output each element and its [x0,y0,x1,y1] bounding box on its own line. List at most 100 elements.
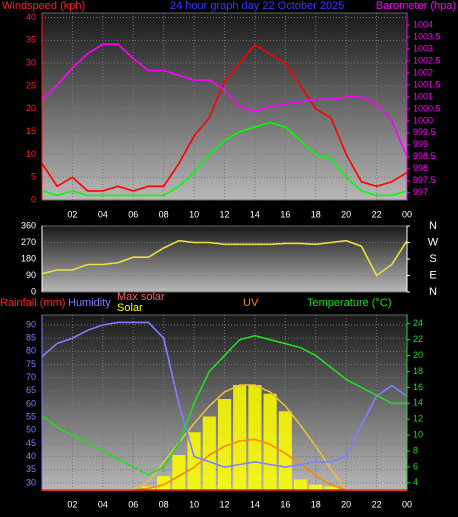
y2-tick-label: 1001.5 [413,79,441,89]
x-tick-label: 12 [219,209,229,219]
x-tick-label: 04 [98,209,108,219]
y2-tick-label: 20 [413,350,423,360]
y2-tick-label: 18 [413,366,423,376]
y2-tick-label: 6 [413,461,418,471]
bar [202,416,216,490]
x-tick-label: 20 [341,499,351,509]
y-tick-label: 15 [26,126,36,136]
y-axis-label: Windspeed (kph) [2,0,85,12]
x-tick-label: 06 [128,499,138,509]
y-tick-label: 30 [26,58,36,68]
y2-tick-label: 997 [413,187,428,197]
x-tick-label: 10 [189,209,199,219]
x-tick-label: 02 [67,499,77,509]
y-tick-label: 65 [26,385,36,395]
y2-tick-label: 1000 [413,115,433,125]
bar [233,385,247,490]
x-tick-label: 02 [67,209,77,219]
y2-tick-label: 22 [413,334,423,344]
x-tick-label: 00 [402,499,412,509]
legend-label: Temperature (°C) [307,297,391,309]
y2-axis-label: Barometer (hpa) [376,0,456,12]
y2-tick-label: 999 [413,139,428,149]
series-line [41,239,408,277]
x-tick-label: 04 [98,499,108,509]
y2-tick-label: 1001 [413,91,433,101]
x-tick-label: 06 [128,209,138,219]
bar [293,479,308,490]
y2-tick-label: 1004 [413,19,433,29]
x-tick-label: 00 [402,209,412,219]
x-tick-label: 22 [372,499,382,509]
bar [278,411,292,490]
legend-label: UV [243,297,259,309]
y-tick-label: 40 [26,12,36,22]
x-tick-label: 22 [372,209,382,219]
y2-tick-label: S [429,253,436,265]
legend-label: Solar [117,302,143,314]
series-line [41,43,408,158]
y2-tick-label: 998.5 [413,151,436,161]
y2-tick-label: 8 [413,445,418,455]
y2-tick-label: 24 [413,318,423,328]
y2-tick-label: E [429,269,436,281]
x-tick-label: 14 [250,499,260,509]
y-tick-label: 360 [21,220,36,230]
x-tick-label: 18 [311,209,321,219]
y-tick-label: 270 [21,237,36,247]
y-tick-label: 70 [26,372,36,382]
y2-tick-label: W [428,236,439,248]
y2-tick-label: N [429,286,437,298]
x-tick-label: 12 [219,499,229,509]
bar [172,455,186,490]
y-tick-label: 55 [26,411,36,421]
y-tick-label: 45 [26,438,36,448]
y-tick-label: 35 [26,35,36,45]
bar [157,476,171,490]
y2-tick-label: 14 [413,398,423,408]
y-tick-label: 90 [26,270,36,280]
x-tick-label: 08 [159,209,169,219]
y-tick-label: 85 [26,333,36,343]
series-line [41,43,408,192]
y2-tick-label: 998 [413,163,428,173]
y2-tick-label: 1003.5 [413,31,441,41]
y-tick-label: 50 [26,425,36,435]
legend-label: Rainfall (mm) [0,297,65,309]
x-tick-label: 10 [189,499,199,509]
y-tick-label: 80 [26,346,36,356]
x-tick-label: 16 [280,499,290,509]
y2-tick-label: 999.5 [413,127,436,137]
y-tick-label: 25 [26,80,36,90]
y2-tick-label: 10 [413,429,423,439]
y2-tick-label: 16 [413,382,423,392]
y2-tick-label: 997.5 [413,175,436,185]
legend-label: Max solar [117,291,165,303]
x-tick-label: 18 [311,499,321,509]
y2-tick-label: N [429,220,437,232]
series-line [41,334,407,476]
y-tick-label: 10 [26,149,36,159]
x-tick-label: 08 [159,499,169,509]
y-tick-label: 0 [31,286,36,296]
y-tick-label: 90 [26,319,36,329]
y-tick-label: 75 [26,359,36,369]
y-tick-label: 180 [21,253,36,263]
y2-tick-label: 4 [413,477,418,487]
x-tick-label: 16 [280,209,290,219]
y-tick-label: 60 [26,398,36,408]
y-tick-label: 35 [26,464,36,474]
y-tick-label: 30 [26,477,36,487]
y2-tick-label: 1002.5 [413,55,441,65]
bar [309,484,323,490]
y2-tick-label: 1002 [413,67,433,77]
y-tick-label: 20 [26,103,36,113]
y-tick-label: 40 [26,451,36,461]
bar [324,486,338,490]
y-tick-label: 5 [31,172,36,182]
bar [263,393,277,490]
legend-label: Humidity [68,297,111,309]
bar [248,385,262,490]
